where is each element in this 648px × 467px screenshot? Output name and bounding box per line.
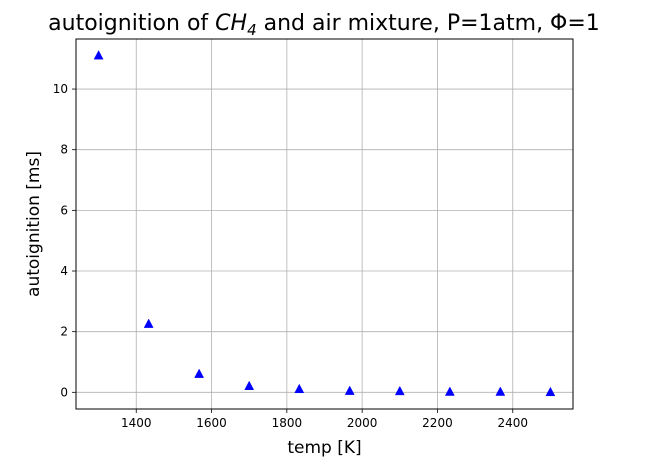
x-axis-ticks: 1400 1600 1800 2000 2200 2400: [121, 409, 528, 430]
data-points: [93, 50, 556, 397]
title-suffix: and air mixture, P=1atm, Φ=1: [257, 11, 600, 36]
data-point: [294, 383, 305, 394]
y-tick-label: 8: [60, 143, 68, 157]
y-tick-label: 4: [60, 264, 68, 278]
y-tick-label: 0: [60, 385, 68, 399]
data-point: [444, 386, 455, 396]
y-tick-label: 6: [60, 203, 68, 217]
y-tick-label: 10: [53, 82, 68, 96]
title-species-subscript: 4: [247, 21, 257, 39]
x-tick-label: 1600: [196, 416, 227, 430]
x-tick-label: 1400: [121, 416, 152, 430]
data-point: [344, 385, 355, 395]
title-prefix: autoignition of: [48, 11, 215, 36]
grid-lines: [76, 39, 573, 409]
x-tick-label: 2000: [347, 416, 378, 430]
x-tick-label: 2200: [422, 416, 453, 430]
data-point: [545, 386, 556, 397]
data-point: [394, 385, 405, 396]
y-axis-label: autoignition [ms]: [24, 151, 44, 297]
data-point: [93, 50, 104, 60]
x-tick-label: 1800: [272, 416, 303, 430]
y-axis-ticks: 0 2 4 6 8 10: [53, 82, 76, 399]
data-point: [194, 368, 205, 378]
data-point: [495, 386, 506, 396]
plot-frame: [75, 38, 574, 410]
chart-title: autoignition of CH4 and air mixture, P=1…: [48, 11, 600, 39]
x-axis-label: temp [K]: [287, 438, 361, 458]
title-species: CH: [215, 11, 247, 36]
data-point: [143, 318, 154, 328]
y-tick-label: 2: [60, 325, 68, 339]
x-tick-label: 2400: [497, 416, 528, 430]
data-point: [244, 380, 255, 391]
